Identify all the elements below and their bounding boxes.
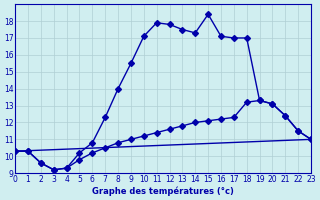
X-axis label: Graphe des températures (°c): Graphe des températures (°c) <box>92 186 234 196</box>
